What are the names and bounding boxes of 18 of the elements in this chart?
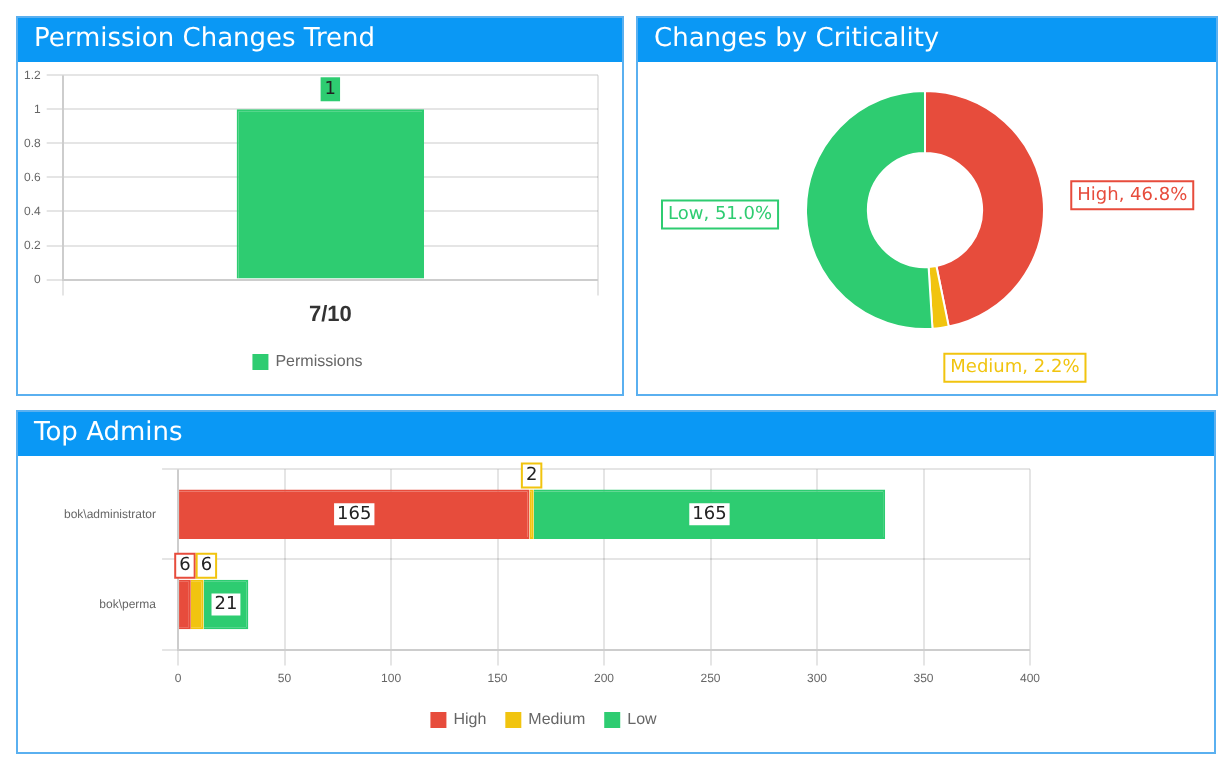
chart-title: Changes by Criticality bbox=[638, 18, 1216, 62]
data-label: 6 bbox=[179, 556, 192, 577]
chart-title: Permission Changes Trend bbox=[18, 18, 622, 62]
data-label: 165 bbox=[692, 504, 727, 525]
legend-label: High bbox=[453, 710, 487, 729]
chart-title: Top Admins bbox=[18, 412, 1214, 456]
legend-label: Medium bbox=[528, 710, 586, 729]
slice-label: High, 46.8% bbox=[1077, 185, 1189, 206]
x-tick-label: 7/10 bbox=[308, 302, 352, 327]
slice-label: Medium, 2.2% bbox=[950, 358, 1081, 379]
data-label: 6 bbox=[200, 556, 213, 577]
slice-label: Low, 51.0% bbox=[668, 205, 773, 226]
data-label: 165 bbox=[337, 504, 372, 525]
data-label: 1 bbox=[324, 79, 337, 100]
legend-label: Permissions bbox=[275, 352, 363, 371]
legend-label: Low bbox=[627, 710, 658, 729]
data-label: 2 bbox=[525, 466, 538, 487]
data-label: 21 bbox=[214, 595, 238, 616]
